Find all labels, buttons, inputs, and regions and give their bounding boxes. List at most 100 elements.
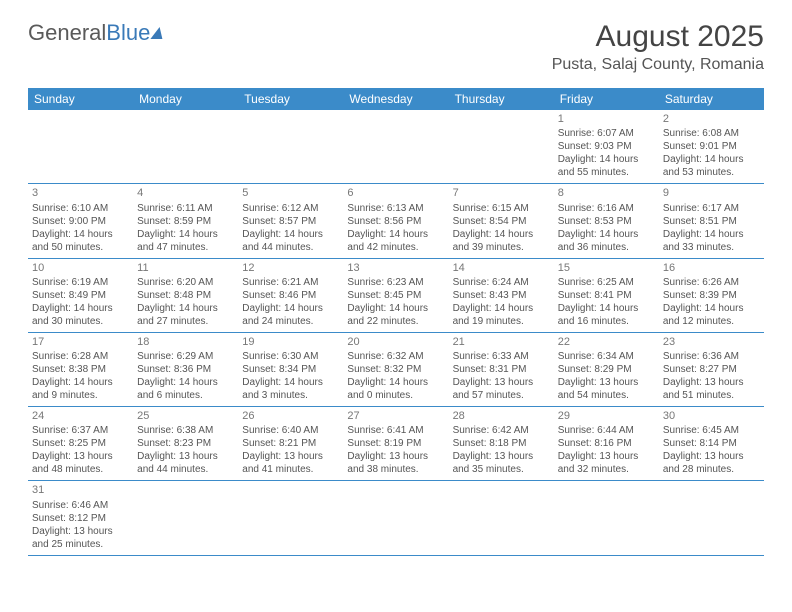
sunset-text: Sunset: 8:36 PM: [137, 363, 234, 376]
location-subtitle: Pusta, Salaj County, Romania: [552, 56, 764, 74]
sunrise-text: Sunrise: 6:30 AM: [242, 350, 339, 363]
calendar-day-cell: 22Sunrise: 6:34 AMSunset: 8:29 PMDayligh…: [554, 332, 659, 406]
calendar-day-cell: 15Sunrise: 6:25 AMSunset: 8:41 PMDayligh…: [554, 258, 659, 332]
calendar-day-cell: 25Sunrise: 6:38 AMSunset: 8:23 PMDayligh…: [133, 407, 238, 481]
daylight-text: and 9 minutes.: [32, 389, 129, 402]
day-number: 1: [558, 112, 655, 126]
calendar-table: SundayMondayTuesdayWednesdayThursdayFrid…: [28, 88, 764, 556]
sunrise-text: Sunrise: 6:17 AM: [663, 202, 760, 215]
daylight-text: Daylight: 14 hours: [453, 302, 550, 315]
daylight-text: and 44 minutes.: [137, 463, 234, 476]
daylight-text: Daylight: 14 hours: [242, 228, 339, 241]
calendar-empty-cell: [133, 481, 238, 555]
calendar-day-cell: 17Sunrise: 6:28 AMSunset: 8:38 PMDayligh…: [28, 332, 133, 406]
calendar-empty-cell: [449, 110, 554, 184]
weekday-header: Wednesday: [343, 88, 448, 110]
sunset-text: Sunset: 8:57 PM: [242, 215, 339, 228]
day-number: 10: [32, 261, 129, 275]
day-number: 31: [32, 483, 129, 497]
daylight-text: and 54 minutes.: [558, 389, 655, 402]
day-number: 3: [32, 186, 129, 200]
calendar-day-cell: 28Sunrise: 6:42 AMSunset: 8:18 PMDayligh…: [449, 407, 554, 481]
header: GeneralBlue August 2025 Pusta, Salaj Cou…: [0, 0, 792, 82]
calendar-day-cell: 31Sunrise: 6:46 AMSunset: 8:12 PMDayligh…: [28, 481, 133, 555]
daylight-text: Daylight: 14 hours: [558, 302, 655, 315]
calendar-week-row: 31Sunrise: 6:46 AMSunset: 8:12 PMDayligh…: [28, 481, 764, 555]
sunset-text: Sunset: 8:32 PM: [347, 363, 444, 376]
calendar-day-cell: 26Sunrise: 6:40 AMSunset: 8:21 PMDayligh…: [238, 407, 343, 481]
sunset-text: Sunset: 8:59 PM: [137, 215, 234, 228]
daylight-text: and 6 minutes.: [137, 389, 234, 402]
daylight-text: and 28 minutes.: [663, 463, 760, 476]
daylight-text: Daylight: 13 hours: [663, 376, 760, 389]
weekday-header: Tuesday: [238, 88, 343, 110]
title-block: August 2025 Pusta, Salaj County, Romania: [552, 20, 764, 74]
day-number: 30: [663, 409, 760, 423]
daylight-text: and 38 minutes.: [347, 463, 444, 476]
day-number: 5: [242, 186, 339, 200]
sunrise-text: Sunrise: 6:24 AM: [453, 276, 550, 289]
day-number: 28: [453, 409, 550, 423]
sunrise-text: Sunrise: 6:19 AM: [32, 276, 129, 289]
calendar-day-cell: 19Sunrise: 6:30 AMSunset: 8:34 PMDayligh…: [238, 332, 343, 406]
sail-icon: [151, 27, 166, 39]
day-number: 22: [558, 335, 655, 349]
daylight-text: Daylight: 14 hours: [663, 302, 760, 315]
daylight-text: Daylight: 13 hours: [347, 450, 444, 463]
daylight-text: and 51 minutes.: [663, 389, 760, 402]
daylight-text: and 42 minutes.: [347, 241, 444, 254]
sunset-text: Sunset: 8:34 PM: [242, 363, 339, 376]
sunset-text: Sunset: 8:53 PM: [558, 215, 655, 228]
sunset-text: Sunset: 8:29 PM: [558, 363, 655, 376]
sunrise-text: Sunrise: 6:20 AM: [137, 276, 234, 289]
day-number: 12: [242, 261, 339, 275]
calendar-day-cell: 20Sunrise: 6:32 AMSunset: 8:32 PMDayligh…: [343, 332, 448, 406]
daylight-text: and 3 minutes.: [242, 389, 339, 402]
calendar-day-cell: 11Sunrise: 6:20 AMSunset: 8:48 PMDayligh…: [133, 258, 238, 332]
sunset-text: Sunset: 8:16 PM: [558, 437, 655, 450]
logo-text-general: General: [28, 20, 106, 46]
daylight-text: Daylight: 13 hours: [137, 450, 234, 463]
logo-text-blue: Blue: [106, 20, 150, 46]
calendar-day-cell: 2Sunrise: 6:08 AMSunset: 9:01 PMDaylight…: [659, 110, 764, 184]
day-number: 9: [663, 186, 760, 200]
sunset-text: Sunset: 8:48 PM: [137, 289, 234, 302]
sunset-text: Sunset: 8:23 PM: [137, 437, 234, 450]
daylight-text: Daylight: 13 hours: [558, 376, 655, 389]
sunset-text: Sunset: 8:49 PM: [32, 289, 129, 302]
daylight-text: Daylight: 14 hours: [663, 228, 760, 241]
calendar-empty-cell: [28, 110, 133, 184]
calendar-day-cell: 9 Sunrise: 6:17 AMSunset: 8:51 PMDaylight…: [659, 184, 764, 258]
daylight-text: Daylight: 13 hours: [453, 376, 550, 389]
calendar-day-cell: 6Sunrise: 6:13 AMSunset: 8:56 PMDaylight…: [343, 184, 448, 258]
daylight-text: and 33 minutes.: [663, 241, 760, 254]
daylight-text: and 35 minutes.: [453, 463, 550, 476]
day-number: 13: [347, 261, 444, 275]
sunset-text: Sunset: 8:51 PM: [663, 215, 760, 228]
calendar-day-cell: 12Sunrise: 6:21 AMSunset: 8:46 PMDayligh…: [238, 258, 343, 332]
sunrise-text: Sunrise: 6:32 AM: [347, 350, 444, 363]
calendar-day-cell: 23Sunrise: 6:36 AMSunset: 8:27 PMDayligh…: [659, 332, 764, 406]
calendar-day-cell: 16Sunrise: 6:26 AMSunset: 8:39 PMDayligh…: [659, 258, 764, 332]
sunrise-text: Sunrise: 6:25 AM: [558, 276, 655, 289]
day-number: 2: [663, 112, 760, 126]
daylight-text: and 32 minutes.: [558, 463, 655, 476]
daylight-text: and 22 minutes.: [347, 315, 444, 328]
day-number: 8: [558, 186, 655, 200]
day-number: 4: [137, 186, 234, 200]
calendar-empty-cell: [238, 110, 343, 184]
sunrise-text: Sunrise: 6:33 AM: [453, 350, 550, 363]
calendar-day-cell: 14Sunrise: 6:24 AMSunset: 8:43 PMDayligh…: [449, 258, 554, 332]
weekday-header: Friday: [554, 88, 659, 110]
day-number: 29: [558, 409, 655, 423]
calendar-day-cell: 4Sunrise: 6:11 AMSunset: 8:59 PMDaylight…: [133, 184, 238, 258]
calendar-day-cell: 13Sunrise: 6:23 AMSunset: 8:45 PMDayligh…: [343, 258, 448, 332]
daylight-text: Daylight: 14 hours: [137, 302, 234, 315]
day-number: 20: [347, 335, 444, 349]
sunset-text: Sunset: 8:41 PM: [558, 289, 655, 302]
sunset-text: Sunset: 9:03 PM: [558, 140, 655, 153]
daylight-text: and 36 minutes.: [558, 241, 655, 254]
sunset-text: Sunset: 8:18 PM: [453, 437, 550, 450]
sunrise-text: Sunrise: 6:36 AM: [663, 350, 760, 363]
calendar-week-row: 24Sunrise: 6:37 AMSunset: 8:25 PMDayligh…: [28, 407, 764, 481]
